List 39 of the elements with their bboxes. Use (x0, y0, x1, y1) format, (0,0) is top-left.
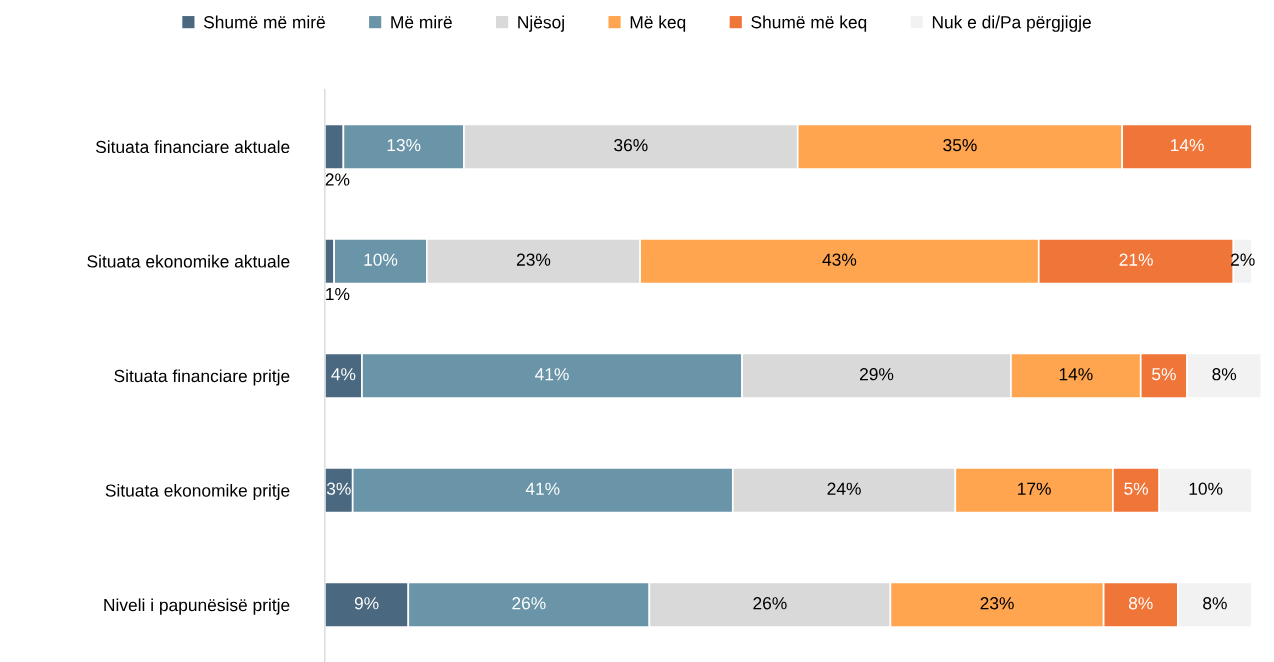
data-label: 23% (980, 597, 1014, 610)
y-tick-label: Situata ekonomike pritje (105, 483, 290, 501)
legend-label: Më mirë (391, 15, 452, 29)
legend-label: Shumë më keq (751, 15, 867, 32)
data-label: 9% (354, 597, 379, 610)
y-tick-label: Situata ekonomike aktuale (87, 254, 290, 268)
data-label: 8% (1212, 368, 1237, 381)
data-label: 14% (1059, 368, 1093, 381)
data-label: 14% (1171, 139, 1204, 152)
data-label: 24% (827, 482, 861, 495)
data-label: 29% (860, 368, 894, 381)
data-label: 2% (325, 173, 350, 186)
data-label: 26% (512, 597, 546, 610)
legend-label: Shumë më mirë (203, 15, 325, 29)
data-label: 3% (326, 482, 351, 495)
y-tick-label: Situata financiare pritje (114, 369, 290, 386)
legend-label: Nuk e di/Pa përgjigje (932, 15, 1091, 32)
y-tick-label: Situata financiare aktuale (95, 140, 290, 154)
data-label: 41% (525, 482, 560, 495)
data-label: 35% (943, 139, 977, 152)
data-label: 17% (1018, 482, 1051, 495)
y-tick-label: Niveli i papunësisë pritje (104, 598, 290, 615)
data-label: 26% (753, 597, 787, 610)
data-label: 21% (1119, 253, 1153, 266)
data-label: 1% (326, 287, 350, 301)
data-label: 23% (516, 253, 551, 266)
legend-label: Njësoj (518, 15, 564, 32)
data-label: 41% (535, 368, 569, 381)
data-label: 10% (364, 253, 398, 266)
data-label: 5% (1124, 482, 1149, 495)
data-label: 13% (387, 139, 421, 152)
data-label: 8% (1203, 597, 1227, 610)
data-label: 36% (614, 139, 648, 152)
data-label: 5% (1152, 368, 1176, 381)
data-label: 10% (1189, 482, 1223, 495)
data-label: 4% (331, 368, 356, 381)
data-label: 8% (1128, 597, 1153, 610)
legend-label: Më keq (630, 15, 686, 32)
data-label: 43% (822, 253, 857, 266)
